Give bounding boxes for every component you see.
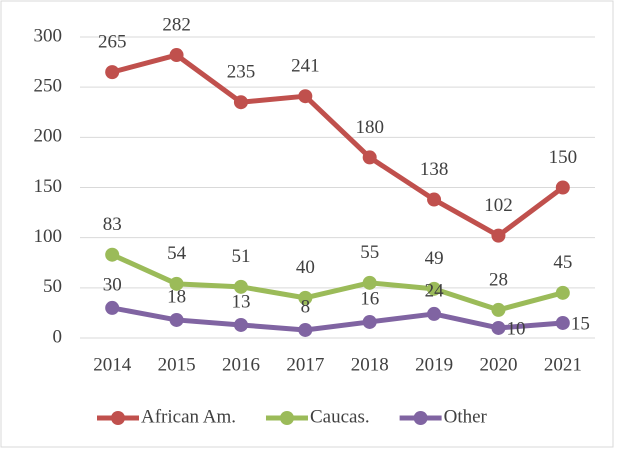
data-label: 51 [231, 246, 250, 267]
data-point [427, 192, 442, 207]
data-point [298, 290, 313, 305]
data-label: 40 [296, 257, 315, 278]
data-point [491, 302, 506, 317]
data-point [233, 279, 248, 294]
data-point [427, 306, 442, 321]
data-point [233, 95, 248, 110]
x-tick-label: 2018 [351, 354, 389, 375]
data-label: 24 [425, 280, 445, 301]
data-label: 102 [484, 195, 513, 216]
y-tick-label: 150 [34, 176, 63, 197]
legend-label: Caucas. [310, 406, 370, 427]
data-label: 8 [301, 296, 311, 317]
data-label: 282 [162, 14, 191, 35]
data-point [105, 65, 120, 80]
y-tick-label: 300 [34, 25, 63, 46]
data-label: 13 [231, 291, 250, 312]
data-label: 83 [103, 214, 122, 235]
data-point [298, 89, 313, 104]
data-point [169, 276, 184, 291]
data-label: 16 [360, 288, 379, 309]
x-tick-label: 2016 [222, 354, 260, 375]
data-point [362, 150, 377, 165]
data-point [362, 314, 377, 329]
y-tick-label: 100 [34, 226, 63, 247]
data-point [555, 285, 570, 300]
y-tick-label: 0 [53, 326, 63, 347]
data-point [555, 180, 570, 195]
x-tick-label: 2014 [93, 354, 132, 375]
x-tick-label: 2017 [286, 354, 324, 375]
data-label: 49 [425, 248, 444, 269]
data-point [362, 275, 377, 290]
data-point [233, 317, 248, 332]
data-point [491, 228, 506, 243]
legend-label: Other [444, 406, 488, 427]
data-point [105, 300, 120, 315]
legend-marker [279, 411, 294, 425]
data-label: 138 [420, 159, 449, 180]
legend-label: African Am. [141, 406, 236, 427]
data-label: 10 [506, 318, 525, 339]
y-tick-label: 50 [43, 276, 62, 297]
data-label: 54 [167, 243, 187, 264]
x-tick-label: 2019 [415, 354, 453, 375]
y-tick-label: 200 [34, 126, 63, 147]
series-line [111, 52, 565, 239]
x-tick-label: 2021 [544, 354, 582, 375]
data-label: 15 [571, 313, 590, 334]
data-label: 150 [549, 147, 578, 168]
data-point [169, 48, 184, 63]
legend-marker [413, 411, 428, 425]
data-point [105, 247, 120, 262]
data-point [169, 312, 184, 327]
data-label: 18 [167, 286, 186, 307]
data-label: 30 [103, 274, 122, 295]
data-point [298, 322, 313, 337]
x-tick-label: 2020 [479, 354, 517, 375]
data-point [427, 281, 442, 296]
data-label: 55 [360, 242, 379, 263]
data-label: 241 [291, 56, 320, 77]
data-label: 265 [98, 31, 127, 52]
series-line [111, 252, 564, 313]
legend-marker [111, 411, 125, 425]
data-label: 180 [355, 117, 384, 138]
data-label: 235 [227, 62, 256, 83]
data-label: 28 [489, 269, 508, 290]
data-point [555, 315, 570, 330]
y-tick-label: 250 [34, 76, 63, 97]
x-tick-label: 2015 [158, 354, 196, 375]
series-line [111, 305, 564, 333]
data-label: 45 [553, 252, 572, 273]
data-point [491, 320, 506, 335]
